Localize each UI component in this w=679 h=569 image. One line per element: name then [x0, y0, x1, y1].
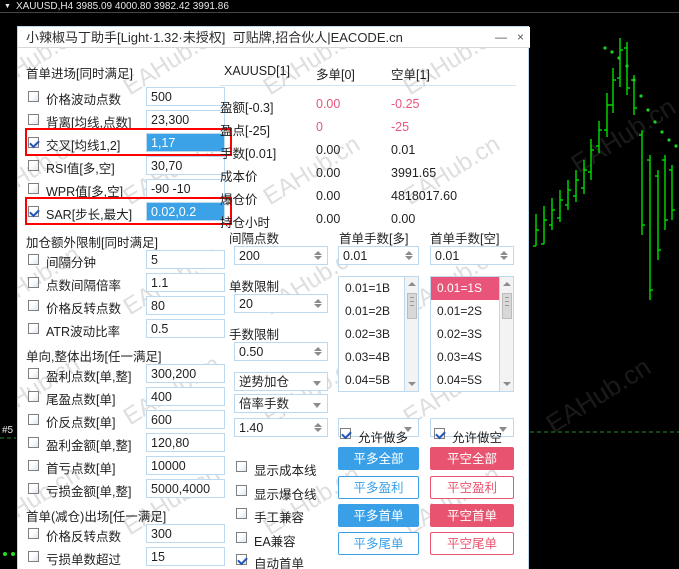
svg-text:#5: #5 [2, 425, 14, 436]
